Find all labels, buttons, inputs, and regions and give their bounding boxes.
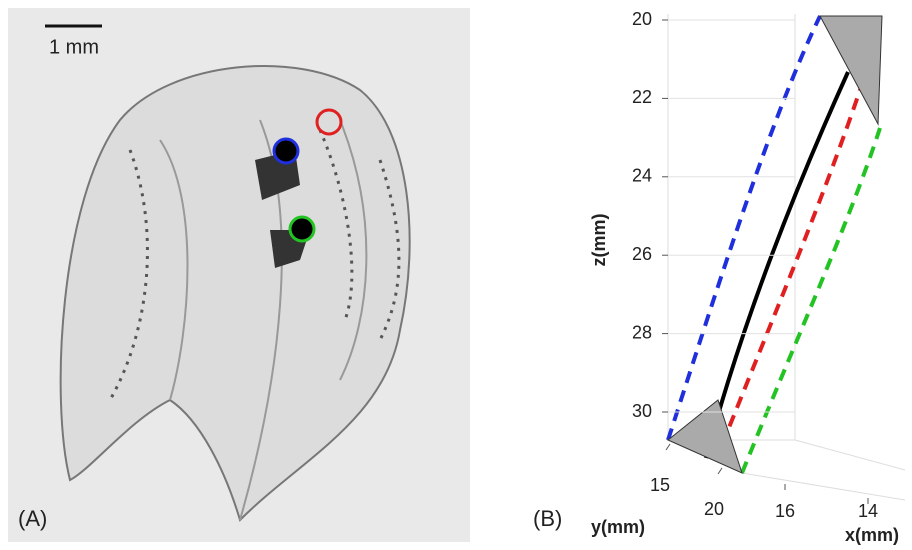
z-tick-label: 20 bbox=[632, 9, 652, 29]
z-tick-label: 22 bbox=[632, 87, 652, 107]
y-axis-label: y(mm) bbox=[591, 517, 645, 537]
scale-bar-label: 1 mm bbox=[49, 36, 99, 58]
y-tick-label: 20 bbox=[704, 499, 724, 519]
panel-label: (B) bbox=[533, 506, 562, 531]
x-tick-label: 16 bbox=[775, 501, 795, 521]
z-tick-label: 24 bbox=[632, 166, 652, 186]
panel-label: (A) bbox=[18, 506, 47, 531]
x-tick-label: 14 bbox=[858, 501, 878, 521]
tick-mark bbox=[717, 467, 723, 475]
photo bbox=[8, 8, 470, 542]
y-tick-label: 15 bbox=[650, 475, 670, 495]
x-axis-label: x(mm) bbox=[845, 525, 899, 545]
z-axis-label: z(mm) bbox=[589, 213, 609, 266]
z-tick-label: 30 bbox=[632, 401, 652, 421]
z-tick-label: 26 bbox=[632, 244, 652, 264]
tick-mark bbox=[665, 443, 671, 451]
z-tick-label: 28 bbox=[632, 322, 652, 342]
trajectories bbox=[666, 15, 883, 474]
